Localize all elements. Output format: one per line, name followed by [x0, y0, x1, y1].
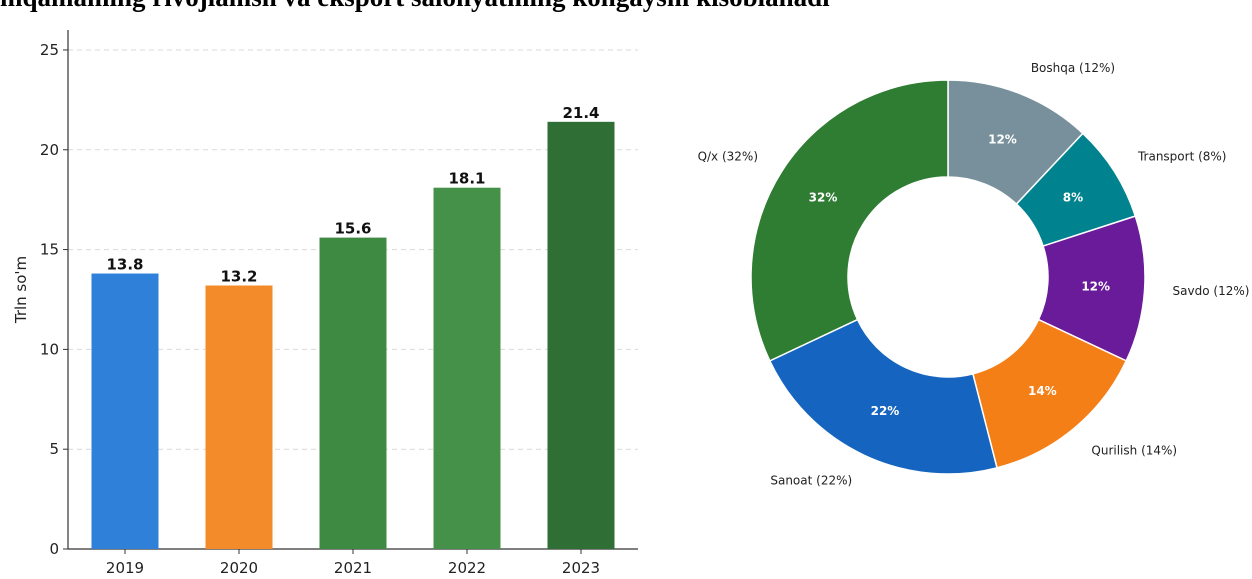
bar: [319, 237, 387, 549]
slice-label: Boshqa (12%): [1031, 61, 1115, 75]
slice-label: Savdo (12%): [1173, 284, 1250, 298]
bar-value-label: 13.2: [220, 268, 257, 286]
y-tick-label: 20: [40, 141, 59, 159]
bar-value-label: 15.6: [334, 220, 371, 238]
x-tick-label: 2021: [334, 559, 372, 577]
slice-percent-label: 12%: [988, 132, 1017, 146]
header-text: mqamaming rivojlamsh va eksport salonyat…: [0, 0, 1252, 13]
y-tick-label: 5: [49, 440, 59, 458]
donut-slice: [768, 318, 998, 475]
bar: [205, 285, 273, 549]
y-tick-label: 0: [49, 540, 59, 558]
x-tick-label: 2023: [562, 559, 600, 577]
bar-value-label: 13.8: [106, 256, 143, 274]
bar: [433, 187, 501, 549]
slice-percent-label: 32%: [809, 191, 838, 205]
bar-value-label: 21.4: [562, 104, 599, 122]
bar-value-label: 18.1: [448, 170, 485, 188]
bar-chart: 0 5 10 15 20 25 Trln so'm 13.8 2019 13.2 2020 15.6 2…: [12, 30, 638, 577]
y-axis-label: Trln so'm: [12, 256, 30, 324]
x-tick-label: 2019: [106, 559, 144, 577]
slice-percent-label: 14%: [1028, 384, 1057, 398]
y-tick-label: 25: [40, 41, 59, 59]
x-tick-label: 2020: [220, 559, 258, 577]
y-tick-label: 10: [40, 340, 59, 358]
slice-label: Q/x (32%): [698, 149, 758, 163]
slice-label: Qurilish (14%): [1091, 443, 1177, 457]
y-tick-label: 15: [40, 241, 59, 259]
slice-label: Transport (8%): [1137, 149, 1227, 163]
donut-slice: [750, 79, 949, 362]
slice-percent-label: 8%: [1063, 191, 1083, 205]
bar: [91, 273, 159, 549]
slice-percent-label: 12%: [1081, 279, 1110, 293]
bar: [547, 121, 615, 550]
slice-percent-label: 22%: [871, 404, 900, 418]
donut-chart: 12% Boshqa (12%) 8% Transport (8%) 12% Savdo …: [698, 61, 1250, 488]
x-tick-label: 2022: [448, 559, 486, 577]
slice-label: Sanoat (22%): [770, 474, 852, 488]
